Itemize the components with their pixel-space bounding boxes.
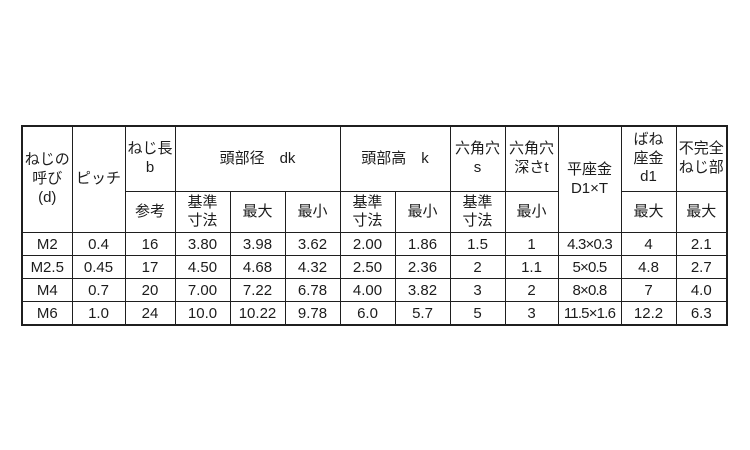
cell-pitch: 0.45 <box>71 255 126 279</box>
table-row-m2-5: M2.5 0.45 17 4.50 4.68 4.32 2.50 2.36 2 … <box>21 255 728 279</box>
col-header-flat-washer: 平座金 D1×T <box>557 125 622 233</box>
cell-k-basic: 4.00 <box>339 278 396 302</box>
header-row-1: ねじの 呼び (d) ピッチ ねじ長 b 頭部径 dk 頭部高 k 六角穴 s … <box>21 125 728 233</box>
cell-flat-washer: 11.5×1.6 <box>557 301 622 326</box>
cell-dk-basic: 10.0 <box>174 301 231 326</box>
cell-dk-min: 3.62 <box>284 232 341 256</box>
subheader-d1-max: 最大 <box>620 191 677 233</box>
cell-s-basic: 2 <box>449 255 506 279</box>
cell-flat-washer: 4.3×0.3 <box>557 232 622 256</box>
screw-dimension-table: ねじの 呼び (d) ピッチ ねじ長 b 頭部径 dk 頭部高 k 六角穴 s … <box>21 125 728 326</box>
cell-designation: M2 <box>21 232 73 256</box>
cell-dk-min: 9.78 <box>284 301 341 326</box>
cell-incomplete-thread: 2.1 <box>675 232 728 256</box>
cell-k-min: 1.86 <box>394 232 451 256</box>
subheader-dk-basic: 基準 寸法 <box>174 191 231 233</box>
col-header-head-diameter: 頭部径 dk <box>174 125 341 192</box>
cell-k-basic: 6.0 <box>339 301 396 326</box>
table-row-m2: M2 0.4 16 3.80 3.98 3.62 2.00 1.86 1.5 1… <box>21 232 728 256</box>
cell-k-basic: 2.50 <box>339 255 396 279</box>
table-row-m6: M6 1.0 24 10.0 10.22 9.78 6.0 5.7 5 3 11… <box>21 301 728 326</box>
subheader-incomplete-max: 最大 <box>675 191 728 233</box>
cell-thread-length: 24 <box>124 301 176 326</box>
header-row-2: 参考 基準 寸法 最大 最小 基準 寸法 最小 基準 寸法 最小 最大 最大 <box>22 191 728 233</box>
cell-t-min: 1.1 <box>504 255 559 279</box>
cell-flat-washer: 8×0.8 <box>557 278 622 302</box>
cell-dk-basic: 7.00 <box>174 278 231 302</box>
subheader-s-basic: 基準 寸法 <box>449 191 506 233</box>
cell-spring-washer: 4.8 <box>620 255 677 279</box>
col-header-incomplete-thread: 不完全 ねじ部 <box>675 125 728 192</box>
cell-pitch: 0.7 <box>71 278 126 302</box>
col-header-hex-socket: 六角穴 s <box>449 125 506 192</box>
cell-t-min: 3 <box>504 301 559 326</box>
subheader-reference: 参考 <box>124 191 176 233</box>
cell-thread-length: 16 <box>124 232 176 256</box>
cell-dk-basic: 3.80 <box>174 232 231 256</box>
cell-s-basic: 5 <box>449 301 506 326</box>
cell-dk-max: 10.22 <box>229 301 286 326</box>
col-header-spring-washer: ばね 座金 d1 <box>620 125 677 192</box>
cell-thread-length: 17 <box>124 255 176 279</box>
cell-k-min: 2.36 <box>394 255 451 279</box>
cell-spring-washer: 7 <box>620 278 677 302</box>
cell-dk-max: 3.98 <box>229 232 286 256</box>
cell-pitch: 0.4 <box>71 232 126 256</box>
cell-incomplete-thread: 6.3 <box>675 301 728 326</box>
cell-dk-min: 4.32 <box>284 255 341 279</box>
subheader-k-basic: 基準 寸法 <box>339 191 396 233</box>
cell-flat-washer: 5×0.5 <box>557 255 622 279</box>
cell-designation: M6 <box>21 301 73 326</box>
cell-k-min: 3.82 <box>394 278 451 302</box>
subheader-k-min: 最小 <box>394 191 451 233</box>
cell-k-basic: 2.00 <box>339 232 396 256</box>
cell-incomplete-thread: 2.7 <box>675 255 728 279</box>
cell-s-basic: 3 <box>449 278 506 302</box>
table-row-m4: M4 0.7 20 7.00 7.22 6.78 4.00 3.82 3 2 8… <box>21 278 728 302</box>
col-header-hex-socket-depth: 六角穴 深さt <box>504 125 559 192</box>
cell-designation: M4 <box>21 278 73 302</box>
cell-t-min: 2 <box>504 278 559 302</box>
cell-spring-washer: 12.2 <box>620 301 677 326</box>
cell-t-min: 1 <box>504 232 559 256</box>
subheader-dk-max: 最大 <box>229 191 286 233</box>
col-header-thread-length: ねじ長 b <box>124 125 176 192</box>
cell-dk-max: 7.22 <box>229 278 286 302</box>
cell-dk-min: 6.78 <box>284 278 341 302</box>
cell-dk-basic: 4.50 <box>174 255 231 279</box>
subheader-t-min: 最小 <box>504 191 559 233</box>
cell-k-min: 5.7 <box>394 301 451 326</box>
cell-designation: M2.5 <box>21 255 73 279</box>
subheader-dk-min: 最小 <box>284 191 341 233</box>
cell-pitch: 1.0 <box>71 301 126 326</box>
col-header-screw-designation: ねじの 呼び (d) <box>21 125 73 233</box>
col-header-head-height: 頭部高 k <box>339 125 451 192</box>
cell-incomplete-thread: 4.0 <box>675 278 728 302</box>
cell-dk-max: 4.68 <box>229 255 286 279</box>
cell-thread-length: 20 <box>124 278 176 302</box>
cell-spring-washer: 4 <box>620 232 677 256</box>
cell-s-basic: 1.5 <box>449 232 506 256</box>
col-header-pitch: ピッチ <box>71 125 126 233</box>
